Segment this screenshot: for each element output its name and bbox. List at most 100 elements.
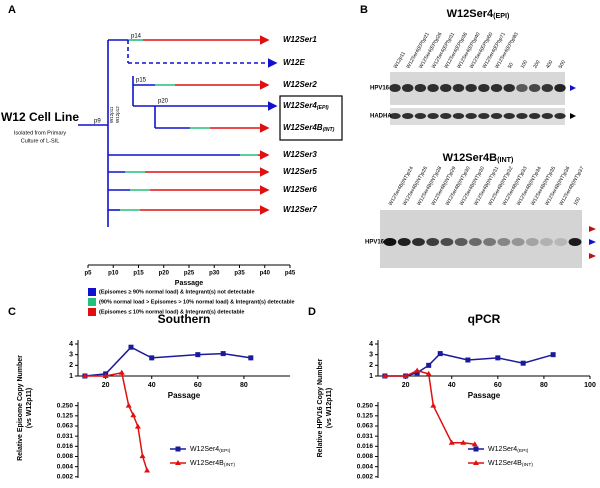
data-point (414, 370, 420, 376)
data-point (430, 402, 437, 408)
blot-band (490, 84, 503, 92)
legend-marker (175, 446, 181, 452)
legend-swatch (88, 298, 96, 306)
branch-label: W12Ser1 (283, 35, 317, 44)
x-tick-label: p40 (260, 271, 271, 277)
clone-mark: W12p11 (109, 106, 114, 123)
chart-title: Southern (158, 312, 211, 326)
legend-label: (Episomes ≥ 90% normal load) & Integrant… (99, 289, 255, 295)
branch-label-sub: (EPI) (317, 105, 329, 111)
panel-label: C (8, 306, 16, 318)
y-axis-title: (vs W12p11) (326, 388, 333, 428)
blot-band (554, 238, 568, 246)
y-tick-label: 0.016 (57, 443, 74, 450)
branch-label-main: W12Ser4B (283, 123, 323, 132)
blot-title: W12Ser4(EPI) (447, 8, 510, 20)
passage-mark: p20 (158, 99, 169, 105)
data-point (550, 352, 556, 358)
x-tick-label: 60 (194, 382, 202, 389)
arrowhead (589, 253, 596, 259)
y-tick-label: 0.002 (357, 474, 374, 481)
blot-band (440, 238, 454, 246)
blot-band (541, 113, 554, 119)
blot-title-sub: (INT) (497, 156, 514, 164)
arrowhead (570, 113, 576, 119)
branch-label: W12Ser2 (283, 80, 317, 89)
y-tick-label: 0.016 (357, 443, 374, 450)
x-axis-title: Passage (168, 391, 201, 400)
passage-mark: p15 (136, 78, 147, 84)
branch-label: W12Ser5 (283, 167, 317, 176)
y-tick-label: 0.004 (57, 463, 74, 470)
y-tick-label: 0.250 (357, 402, 374, 409)
lane-label: 200 (532, 59, 541, 69)
data-point (402, 373, 409, 378)
branch-label: W12Ser6 (283, 185, 317, 194)
blot-band (401, 113, 414, 119)
legend-swatch (88, 288, 96, 296)
blot-band (541, 84, 554, 92)
legend-name: W12Ser4B (488, 460, 522, 467)
y-tick-label: 0.063 (357, 423, 374, 430)
blot-band (465, 113, 477, 119)
blot-row-label: HADHA (370, 114, 392, 120)
legend-label: (90% normal load > Episomes > 10% normal… (99, 299, 295, 305)
y-tick-label: 0.008 (357, 453, 374, 460)
y-tick-label: 3 (69, 352, 73, 359)
x-tick-label: p5 (84, 271, 92, 277)
branch-label-sub: (INT) (323, 127, 335, 133)
data-point (81, 373, 88, 378)
branch-label: W12Ser3 (283, 150, 317, 159)
panel-label: A (8, 4, 16, 16)
branch-label-main: W12Ser4 (283, 101, 317, 110)
blot-band (389, 84, 401, 92)
blot-band (483, 238, 497, 246)
passage-mark: p14 (131, 34, 142, 40)
x-tick-label: p15 (133, 271, 144, 277)
blot-band (440, 113, 452, 119)
blot-band (516, 113, 528, 119)
branch-label: W12Ser4(EPI) (283, 101, 329, 111)
y-tick-label: 0.063 (57, 423, 74, 430)
x-tick-label: 40 (148, 382, 156, 389)
x-tick-label: p25 (184, 271, 195, 277)
blot-band (490, 113, 503, 119)
legend-marker (473, 446, 479, 452)
legend-marker (473, 460, 479, 465)
branch-label-main: W12Ser6 (283, 185, 317, 194)
root-subtitle: Culture of L-SIL (21, 138, 60, 144)
series-line (384, 352, 554, 377)
passage-mark: p9 (94, 119, 101, 125)
data-point (471, 441, 478, 447)
blot-band (478, 113, 490, 119)
blot-band (414, 113, 427, 119)
branch-label-main: W12Ser3 (283, 150, 317, 159)
x-tick-label: p45 (285, 271, 296, 277)
blot-band (414, 84, 427, 92)
lane-label: 100 (573, 196, 582, 206)
data-point (437, 351, 443, 357)
branch-label: W12E (283, 58, 305, 67)
blot-band (389, 113, 401, 119)
x-tick-label: 80 (240, 382, 248, 389)
branch-label-main: W12Ser1 (283, 35, 317, 44)
data-point (102, 373, 109, 378)
branch-label-main: W12Ser2 (283, 80, 317, 89)
data-point (381, 373, 388, 378)
blot-title-sub: (EPI) (493, 12, 510, 20)
legend-swatch (88, 308, 96, 316)
data-point (125, 402, 132, 408)
chart-title: qPCR (468, 312, 501, 326)
lane-label: 100 (520, 59, 529, 69)
blot-band (554, 113, 566, 119)
data-point (118, 369, 125, 375)
data-point (220, 351, 226, 357)
branch-label-main: W12Ser7 (283, 205, 317, 214)
data-point (495, 355, 501, 361)
legend-name: W12Ser4 (190, 446, 219, 453)
root-subtitle: Isolated from Primary (14, 130, 67, 136)
lane-label: 500 (558, 59, 567, 69)
y-axis-title: (vs W12p11) (26, 388, 33, 428)
branch-label-main: W12E (283, 58, 305, 67)
legend-marker (175, 460, 181, 465)
